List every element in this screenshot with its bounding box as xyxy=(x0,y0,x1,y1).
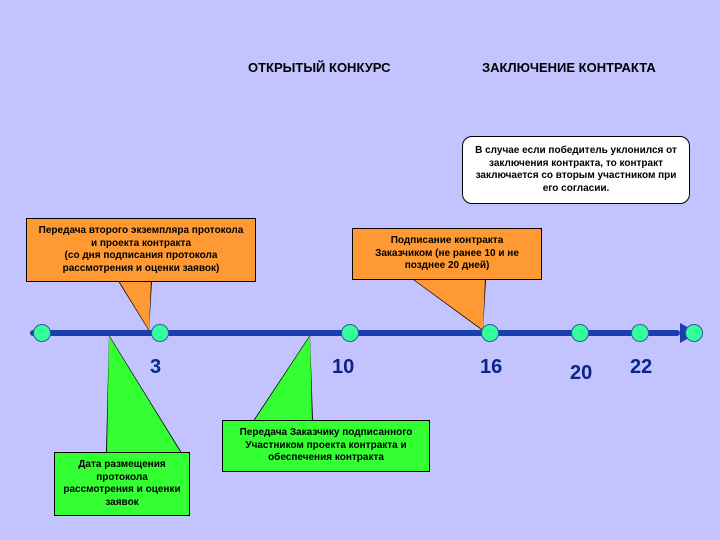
timeline-node xyxy=(33,324,51,342)
callout-pointer xyxy=(119,281,151,330)
title-contract: ЗАКЛЮЧЕНИЕ КОНТРАКТА xyxy=(482,60,656,75)
callout-c2: Подписание контракта Заказчиком (не ране… xyxy=(352,228,542,280)
callout-c3: Дата размещения протокола рассмотрения и… xyxy=(54,452,190,516)
timeline-tick-label: 3 xyxy=(150,356,161,379)
callout-c4: Передача Заказчику подписанного Участник… xyxy=(222,420,430,472)
timeline-node xyxy=(341,324,359,342)
timeline-node xyxy=(571,324,589,342)
callout-c1: Передача второго экземпляра протокола и … xyxy=(26,218,256,282)
timeline-tick-label: 16 xyxy=(480,356,502,379)
timeline-node xyxy=(151,324,169,342)
timeline-node xyxy=(481,324,499,342)
callout-pointer xyxy=(107,336,181,453)
timeline-node xyxy=(685,324,703,342)
timeline-tick-label: 22 xyxy=(630,356,652,379)
timeline-tick-label: 10 xyxy=(332,356,354,379)
timeline-tick-label: 20 xyxy=(570,362,592,385)
timeline-node xyxy=(631,324,649,342)
info-box-winner-evasion: В случае если победитель уклонился от за… xyxy=(462,136,690,204)
callout-pointer xyxy=(254,336,312,421)
callout-pointer xyxy=(413,279,485,330)
title-open-tender: ОТКРЫТЫЙ КОНКУРС xyxy=(248,60,391,75)
